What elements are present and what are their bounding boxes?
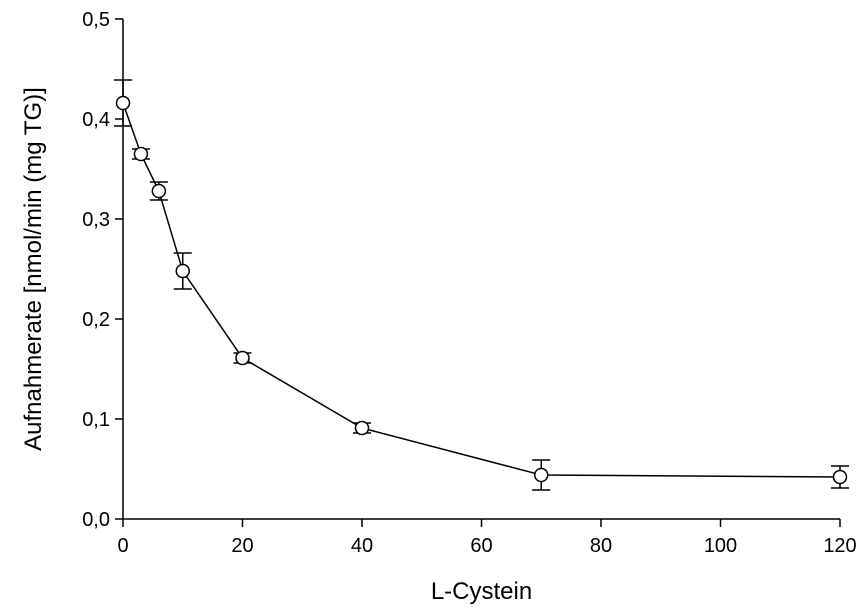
series-line <box>122 102 841 478</box>
y-tick-label: 0,3 <box>82 209 110 231</box>
data-point <box>115 95 131 111</box>
y-tick-label: 0,1 <box>82 409 110 431</box>
y-axis-title: Aufnahmerate [nmol/min (mg TG)] <box>20 87 47 451</box>
data-point <box>133 146 149 162</box>
data-point <box>175 263 190 279</box>
y-ticks: 0,0 0,1 0,2 0,3 0,4 0,5 <box>82 9 123 531</box>
y-tick-label: 0,5 <box>82 9 110 31</box>
x-tick-label: 100 <box>704 535 737 557</box>
x-tick-label: 80 <box>590 535 612 557</box>
data-point <box>534 467 549 483</box>
y-tick-label: 0,4 <box>82 109 110 131</box>
x-tick-label: 0 <box>117 535 128 557</box>
y-tick-label: 0,0 <box>82 509 110 531</box>
x-tick-label: 20 <box>231 535 253 557</box>
data-point <box>354 420 370 436</box>
y-tick-label: 0,2 <box>82 309 110 331</box>
data-point <box>151 183 167 199</box>
x-tick-label: 120 <box>823 535 856 557</box>
x-ticks: 0 20 40 60 80 100 120 <box>117 519 857 557</box>
data-point <box>235 350 250 366</box>
series-layer <box>114 79 849 491</box>
x-tick-label: 40 <box>351 535 373 557</box>
data-point <box>832 469 848 485</box>
x-tick-label: 60 <box>470 535 492 557</box>
x-axis-title: L-Cystein <box>431 578 532 605</box>
axes <box>122 19 840 520</box>
